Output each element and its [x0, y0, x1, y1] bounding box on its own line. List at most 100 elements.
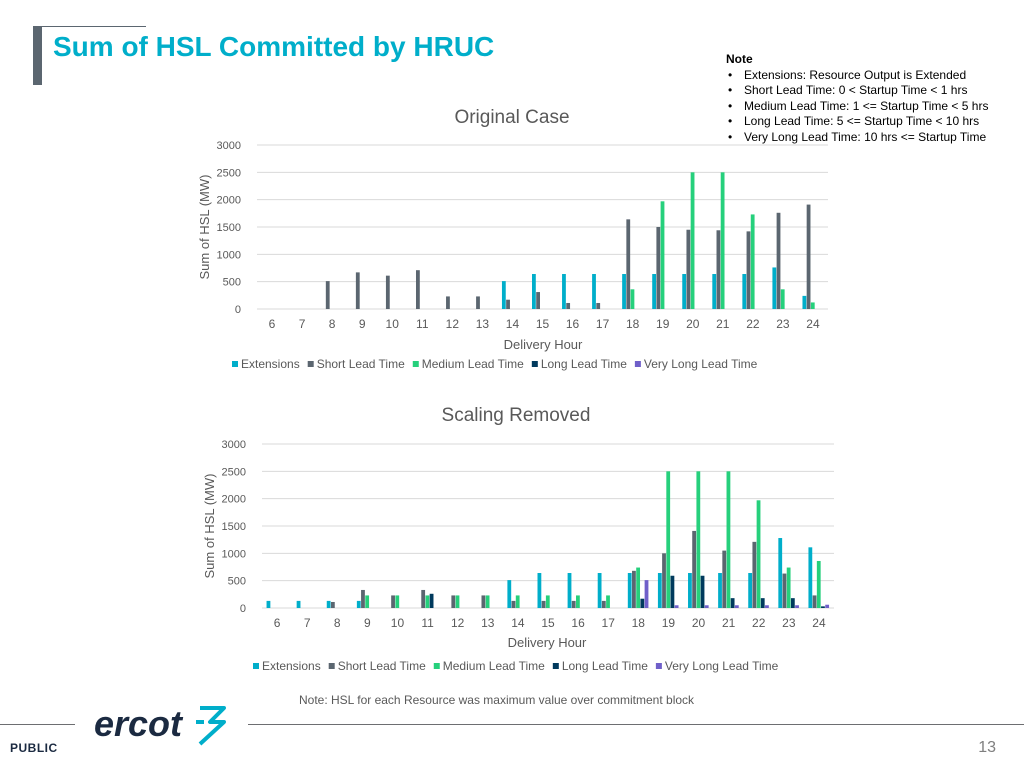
x-tick-label: 9 — [364, 616, 371, 630]
title-accent-rule — [33, 26, 146, 27]
x-tick-label: 11 — [421, 616, 434, 630]
bar-long-lead-time — [429, 593, 434, 608]
x-tick-label: 16 — [571, 616, 585, 630]
y-tick-label: 3000 — [222, 439, 246, 451]
bar-very-long-lead-time — [734, 605, 739, 608]
bar-short-lead-time — [776, 212, 781, 309]
bar-short-lead-time — [541, 600, 546, 608]
bar-medium-lead-time — [780, 289, 785, 309]
x-tick-label: 19 — [662, 616, 676, 630]
y-tick-label: 0 — [240, 603, 246, 615]
bar-short-lead-time — [330, 601, 335, 608]
y-tick-label: 1500 — [217, 222, 241, 234]
bar-short-lead-time — [536, 292, 540, 309]
footer-public-label: PUBLIC — [10, 741, 58, 755]
note-heading: Note — [726, 52, 753, 66]
y-tick-label: 2500 — [222, 466, 246, 478]
x-tick-label: 8 — [334, 616, 341, 630]
x-tick-label: 13 — [476, 317, 490, 331]
x-tick-label: 20 — [692, 616, 706, 630]
bar-medium-lead-time — [696, 471, 701, 608]
title-accent-bar — [33, 26, 42, 85]
y-tick-label: 500 — [228, 576, 246, 588]
bar-extensions — [296, 600, 301, 608]
bar-extensions — [688, 573, 692, 608]
bar-short-lead-time — [626, 219, 631, 309]
chart-title: Original Case — [454, 107, 569, 128]
bar-long-lead-time — [700, 575, 705, 608]
legend-label: Short Lead Time — [338, 659, 426, 673]
x-tick-label: 12 — [451, 616, 465, 630]
x-tick-label: 10 — [391, 616, 405, 630]
legend-label: Very Long Lead Time — [665, 659, 779, 673]
slide-title: Sum of HSL Committed by HRUC — [53, 31, 495, 62]
legend-swatch — [552, 663, 559, 669]
x-tick-label: 16 — [566, 317, 580, 331]
bar-short-lead-time — [385, 275, 390, 309]
y-tick-label: 500 — [223, 277, 241, 289]
bar-long-lead-time — [790, 598, 795, 608]
legend-label: Extensions — [262, 659, 321, 673]
x-tick-label: 15 — [541, 616, 555, 630]
bar-short-lead-time — [662, 553, 666, 608]
bar-extensions — [657, 573, 662, 608]
bar-extensions — [627, 573, 632, 608]
legend-label: Medium Lead Time — [422, 357, 524, 371]
chart-original-case: Original Case 0 500 1000 1500 2000 2500 3000 Sum… — [197, 107, 828, 371]
bar-extensions — [537, 573, 542, 608]
bar-short-lead-time — [632, 570, 636, 608]
bar-medium-lead-time — [726, 471, 731, 608]
note-item: Short Lead Time: 0 < Startup Time < 1 hr… — [726, 83, 988, 99]
bar-short-lead-time — [566, 302, 571, 309]
x-tick-label: 13 — [481, 616, 495, 630]
x-tick-label: 7 — [299, 317, 306, 331]
legend-swatch — [634, 361, 641, 367]
x-tick-label: 22 — [752, 616, 766, 630]
note-item: Very Long Lead Time: 10 hrs <= Startup T… — [726, 130, 988, 146]
legend-swatch — [655, 663, 662, 669]
logo-wordmark: ercot — [94, 703, 184, 744]
bar-long-lead-time — [670, 575, 675, 608]
x-tick-label: 18 — [626, 317, 640, 331]
bar-short-lead-time — [722, 550, 727, 608]
y-tick-label: 1500 — [222, 521, 246, 533]
y-tick-label: 3000 — [217, 140, 241, 152]
logo-mark — [196, 706, 226, 746]
chart-title: Scaling Removed — [442, 405, 591, 426]
x-tick-label: 14 — [506, 317, 520, 331]
bar-extensions — [567, 573, 572, 608]
bar-medium-lead-time — [720, 172, 725, 309]
bar-short-lead-time — [421, 589, 426, 608]
bar-extensions — [778, 538, 783, 608]
bar-medium-lead-time — [816, 560, 821, 608]
y-axis-label: Sum of HSL (MW) — [197, 175, 212, 280]
x-tick-label: 6 — [274, 616, 281, 630]
legend-label: Long Lead Time — [541, 357, 627, 371]
x-tick-label: 21 — [716, 317, 730, 331]
bar-short-lead-time — [446, 296, 450, 309]
legend-swatch — [433, 663, 440, 669]
bar-short-lead-time — [476, 296, 480, 309]
legend-swatch — [253, 663, 259, 669]
bar-very-long-lead-time — [765, 605, 769, 608]
x-tick-label: 8 — [329, 317, 336, 331]
bar-extensions — [718, 573, 722, 608]
footer-divider-left — [0, 724, 75, 725]
bar-short-lead-time — [481, 595, 486, 608]
bar-extensions — [562, 274, 566, 309]
x-tick-label: 22 — [746, 317, 760, 331]
bar-short-lead-time — [415, 270, 420, 309]
x-tick-label: 20 — [686, 317, 700, 331]
bar-long-lead-time — [730, 598, 735, 608]
bar-long-lead-time — [821, 606, 825, 608]
bar-medium-lead-time — [756, 500, 761, 608]
legend-swatch — [328, 663, 335, 669]
bar-extensions — [652, 274, 657, 309]
bar-short-lead-time — [361, 589, 365, 608]
bar-medium-lead-time — [606, 595, 610, 608]
legend-swatch — [232, 361, 238, 367]
x-tick-label: 24 — [812, 616, 826, 630]
x-tick-label: 23 — [776, 317, 790, 331]
bar-medium-lead-time — [630, 289, 635, 309]
x-tick-label: 9 — [359, 317, 366, 331]
